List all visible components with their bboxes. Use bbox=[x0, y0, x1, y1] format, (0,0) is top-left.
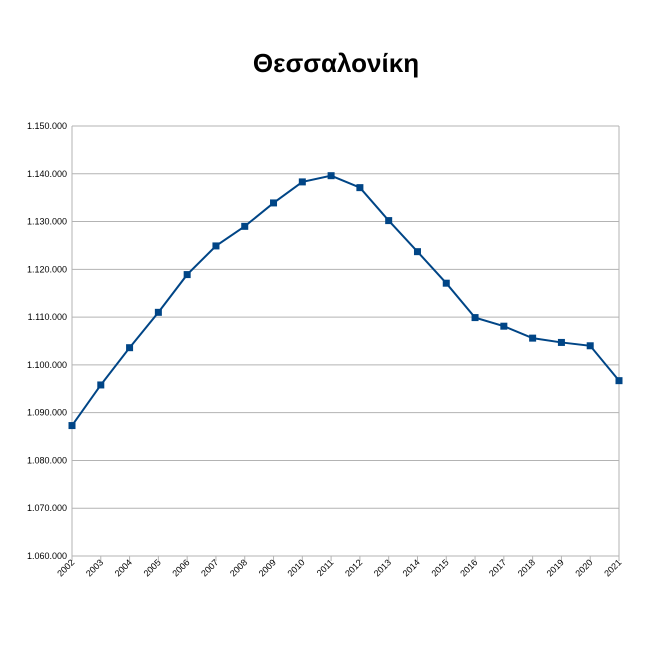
data-point bbox=[442, 279, 450, 287]
data-point bbox=[500, 322, 508, 330]
x-tick-label: 2020 bbox=[573, 557, 594, 578]
data-point bbox=[413, 248, 421, 256]
data-point bbox=[97, 381, 105, 389]
y-tick-label: 1.140.000 bbox=[27, 169, 67, 179]
data-point bbox=[212, 242, 220, 250]
x-tick-label: 2016 bbox=[458, 557, 479, 578]
y-tick-label: 1.110.000 bbox=[28, 312, 67, 322]
x-tick-label: 2019 bbox=[545, 557, 566, 578]
data-point bbox=[298, 178, 306, 186]
data-point bbox=[68, 422, 76, 430]
data-point bbox=[154, 308, 162, 316]
x-tick-label: 2015 bbox=[429, 557, 450, 578]
data-point bbox=[270, 199, 278, 207]
y-tick-label: 1.100.000 bbox=[27, 360, 67, 370]
data-point bbox=[471, 314, 479, 322]
plot-area bbox=[68, 172, 623, 430]
x-tick-label: 2009 bbox=[257, 557, 278, 578]
x-tick-label: 2018 bbox=[516, 557, 537, 578]
x-tick-label: 2004 bbox=[113, 557, 134, 578]
y-tick-label: 1.080.000 bbox=[27, 455, 67, 465]
data-point bbox=[241, 222, 249, 230]
chart-title: Θεσσαλονίκη bbox=[252, 48, 420, 78]
x-axis-ticks: 2002 2003 2004 2005 2006 2007 2008 2009 2010 2011… bbox=[55, 556, 623, 579]
x-tick-label: 2014 bbox=[401, 557, 422, 578]
data-point bbox=[356, 184, 364, 192]
data-point bbox=[557, 338, 565, 346]
data-point bbox=[126, 344, 134, 352]
y-tick-label: 1.070.000 bbox=[27, 503, 67, 513]
data-point bbox=[615, 377, 623, 385]
data-point bbox=[327, 172, 335, 180]
x-tick-label: 2008 bbox=[228, 557, 249, 578]
x-tick-label: 2010 bbox=[285, 557, 306, 578]
x-tick-label: 2006 bbox=[170, 557, 191, 578]
data-point bbox=[385, 217, 393, 225]
series-line bbox=[71, 174, 620, 427]
gridlines bbox=[71, 125, 620, 557]
x-tick-label: 2007 bbox=[199, 557, 220, 578]
y-tick-label: 1.150.000 bbox=[27, 121, 67, 131]
x-tick-label: 2021 bbox=[602, 557, 623, 578]
x-tick-label: 2017 bbox=[487, 557, 508, 578]
x-tick-label: 2012 bbox=[343, 557, 364, 578]
data-point bbox=[183, 271, 191, 279]
data-point bbox=[586, 342, 594, 350]
y-tick-label: 1.090.000 bbox=[27, 408, 67, 418]
x-tick-label: 2013 bbox=[372, 557, 393, 578]
x-tick-label: 2003 bbox=[84, 557, 105, 578]
y-tick-label: 1.120.000 bbox=[27, 264, 67, 274]
y-axis-ticks: 1.060.000 1.070.000 1.080.000 1.090.000 1.10… bbox=[27, 121, 67, 561]
y-tick-label: 1.060.000 bbox=[27, 551, 67, 561]
data-point bbox=[529, 334, 537, 342]
x-tick-label: 2011 bbox=[315, 557, 336, 578]
x-tick-label: 2005 bbox=[142, 557, 163, 578]
y-tick-label: 1.130.000 bbox=[27, 217, 67, 227]
